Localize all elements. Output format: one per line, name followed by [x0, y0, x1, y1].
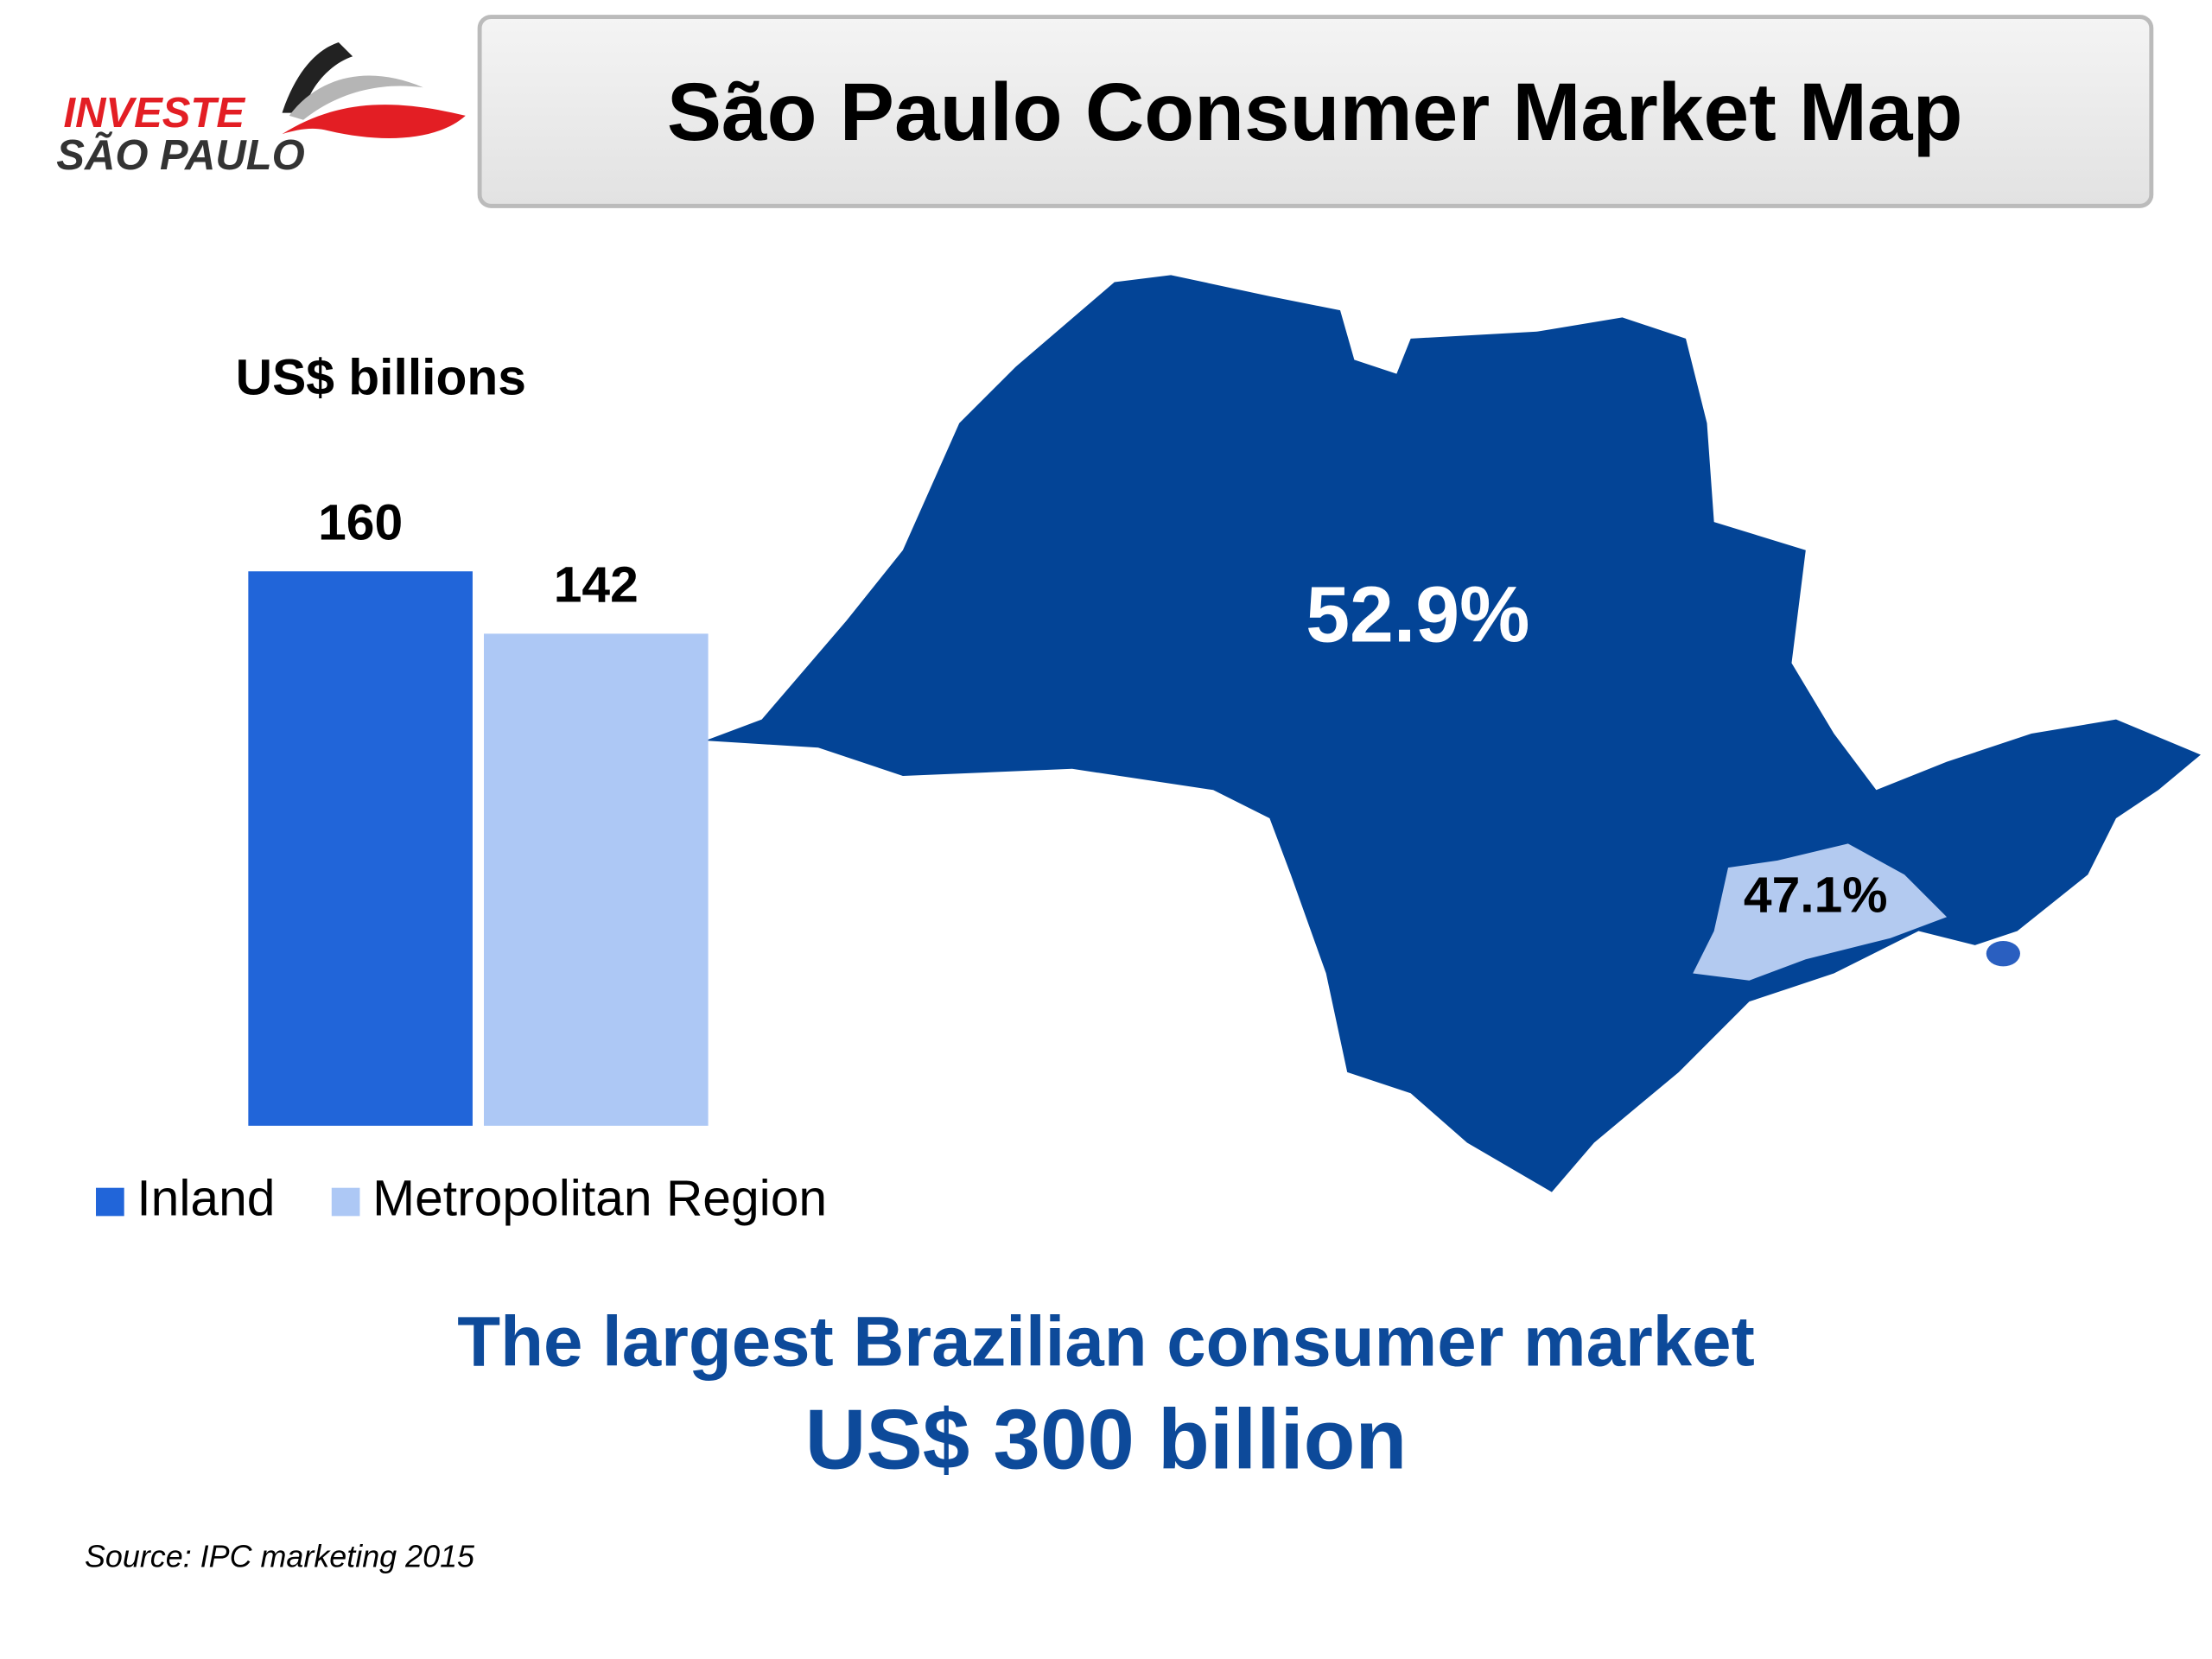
logo-swoosh [289, 75, 423, 120]
bar [484, 633, 709, 1126]
legend-swatch [331, 1187, 360, 1217]
source: Source: IPC marketing 2015 [85, 1539, 475, 1574]
data-label: 160 [318, 495, 403, 551]
slide-title: São Paulo Consumer Market Map [667, 67, 1963, 158]
bar [248, 571, 473, 1126]
logo-swoosh [282, 105, 466, 138]
map-region-metropolitan [1693, 843, 1948, 981]
map-label: 47.1% [1744, 868, 1888, 924]
data-label: 142 [554, 557, 639, 613]
map-island [1986, 940, 2020, 967]
logo-text: INVESTE [63, 90, 245, 137]
map-label: 52.9% [1306, 571, 1529, 659]
tagline: The largest Brazilian consumer market [457, 1303, 1755, 1382]
logo-text: SÃO PAULO [56, 132, 304, 179]
logo-swoosh [282, 41, 353, 113]
y-axis-label: US$ billions [236, 349, 526, 405]
legend-label: Metropolitan Region [372, 1171, 827, 1227]
header-box [477, 15, 2154, 208]
map: 52.9% 47.1% [705, 275, 2201, 1192]
legend-label: Inland [137, 1171, 275, 1227]
logo: INVESTE SÃO PAULO [56, 41, 466, 179]
legend-swatch [96, 1187, 124, 1217]
map-region-inland [705, 275, 2201, 1192]
total: US$ 300 billion [805, 1391, 1408, 1486]
